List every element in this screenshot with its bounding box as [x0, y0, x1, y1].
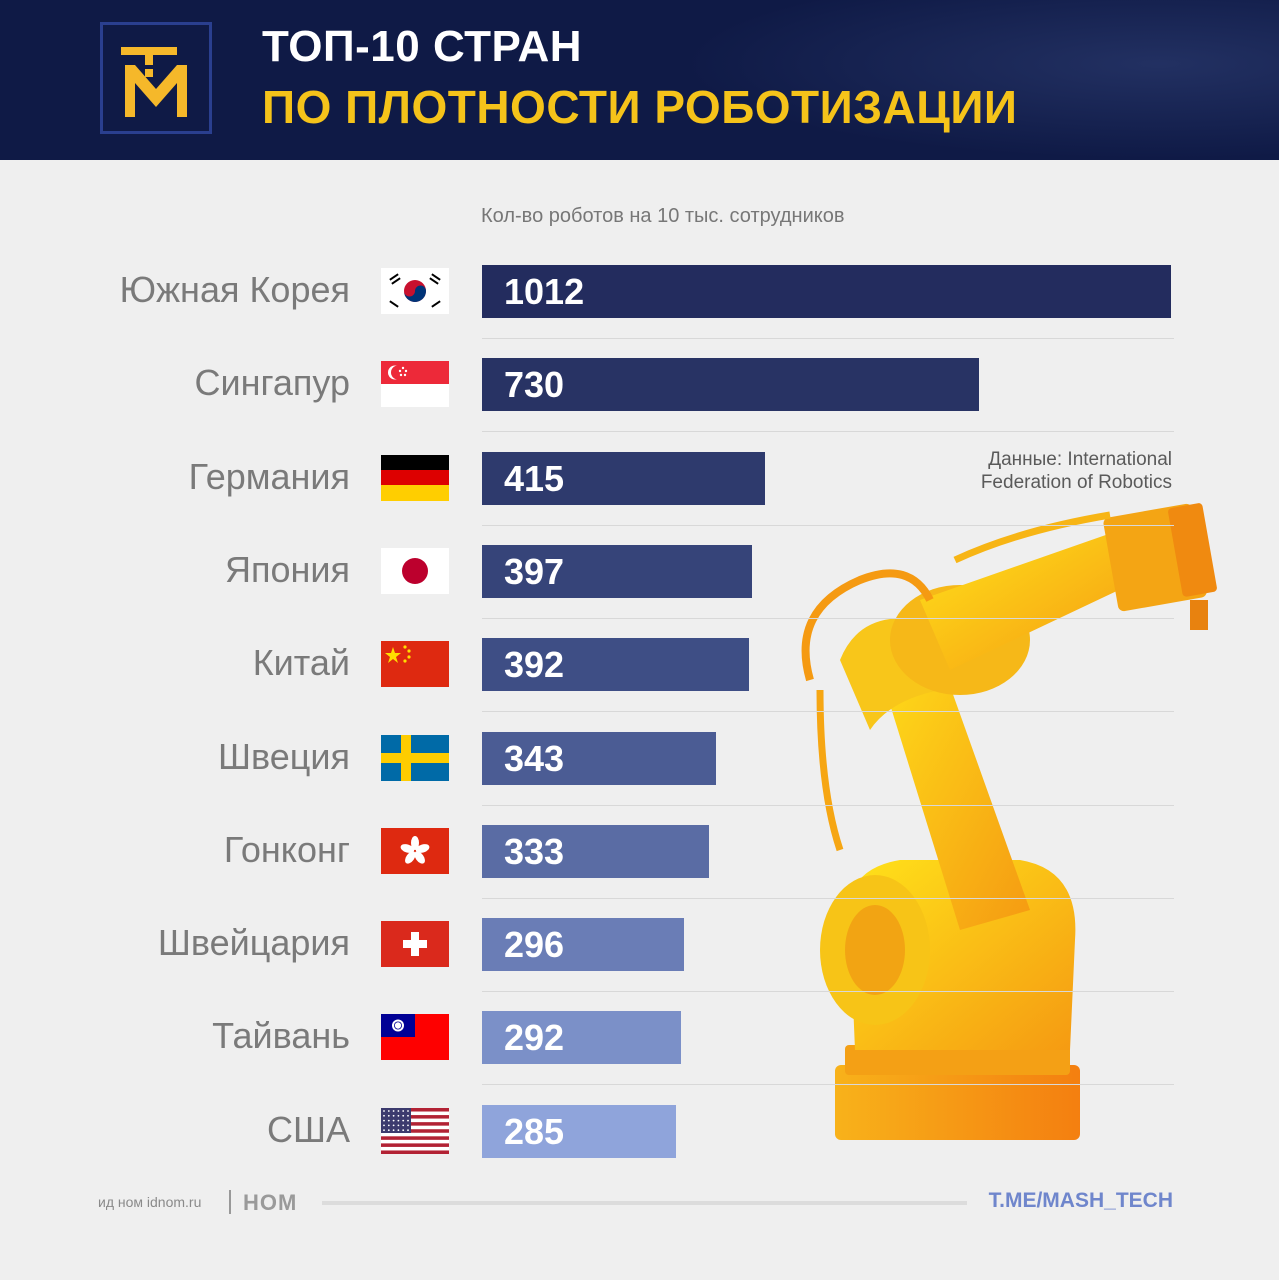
brand-logo: НОМ — [243, 1190, 298, 1215]
row-separator — [482, 338, 1174, 339]
sweden-flag-icon — [381, 734, 449, 781]
taiwan-flag-icon — [381, 1014, 449, 1061]
bar-value-label: 730 — [504, 364, 565, 406]
robot-arm-illustration — [801, 503, 1217, 1140]
switzerland-flag-icon — [381, 921, 449, 968]
bar-value-label: 292 — [504, 1017, 565, 1059]
usa-flag-icon — [381, 1107, 449, 1154]
tm-logo-icon — [100, 22, 212, 134]
bar: 292 — [482, 1011, 681, 1065]
bar: 285 — [482, 1104, 676, 1158]
footer-divider — [229, 1190, 231, 1214]
source-note: Данные: International Federation of Robo… — [912, 448, 1172, 494]
bar-value-label: 343 — [504, 737, 565, 779]
header: ТОП-10 СТРАН ПО ПЛОТНОСТИ РОБОТИЗАЦИИ — [0, 0, 1279, 160]
country-label: Гонконг — [223, 828, 350, 870]
bar-value-label: 1012 — [504, 271, 585, 312]
bar: 397 — [482, 544, 752, 598]
bar-value-label: 397 — [504, 550, 565, 592]
source-line-1: Данные: International — [988, 449, 1172, 470]
header-glow — [679, 0, 1279, 160]
row-separator — [482, 897, 1174, 899]
bar-value-label: 296 — [504, 924, 565, 966]
country-label: Германия — [188, 455, 350, 497]
bar: 333 — [482, 824, 709, 878]
row-separator — [482, 617, 1174, 619]
footer-line — [322, 1201, 967, 1205]
telegram-link[interactable]: T.ME/MASH_TECH — [988, 1189, 1173, 1212]
source-line-2: Federation of Robotics — [980, 472, 1172, 493]
japan-flag-icon — [381, 547, 449, 594]
country-label: Япония — [225, 548, 350, 590]
bar: 343 — [482, 731, 716, 785]
row-separator — [482, 711, 1174, 713]
country-label: Сингапур — [194, 362, 350, 404]
row-separator — [482, 431, 1174, 433]
row-separator — [482, 804, 1174, 806]
title-line-2: ПО ПЛОТНОСТИ РОБОТИЗАЦИИ — [262, 81, 1018, 133]
bar: 1012 — [482, 265, 1171, 318]
germany-flag-icon — [381, 454, 449, 501]
country-label: Китай — [252, 642, 350, 684]
row-separator — [482, 991, 1174, 993]
publisher-text: ид ном idnom.ru — [98, 1194, 202, 1210]
bar-value-label: 285 — [504, 1110, 565, 1152]
bar: 296 — [482, 918, 684, 972]
title-line-1: ТОП-10 СТРАН — [262, 22, 583, 71]
country-label: США — [266, 1108, 350, 1150]
country-label: Швеция — [218, 735, 350, 777]
china-flag-icon — [381, 641, 449, 688]
singapore-flag-icon — [381, 361, 449, 408]
bar-value-label: 333 — [504, 830, 565, 872]
bar: 730 — [482, 358, 979, 412]
country-label: Южная Корея — [119, 269, 350, 310]
bar-value-label: 415 — [504, 457, 565, 499]
bar: 415 — [482, 451, 765, 505]
row-separator — [482, 524, 1174, 526]
hong-kong-flag-icon — [381, 827, 449, 874]
bar-value-label: 392 — [504, 644, 565, 686]
country-label: Швейцария — [157, 922, 350, 964]
row-separator — [482, 1084, 1174, 1086]
country-label: Тайвань — [212, 1015, 350, 1057]
bar: 392 — [482, 638, 749, 692]
axis-label: Кол-во роботов на 10 тыс. сотрудников — [481, 205, 845, 227]
south-korea-flag-icon — [381, 268, 449, 314]
